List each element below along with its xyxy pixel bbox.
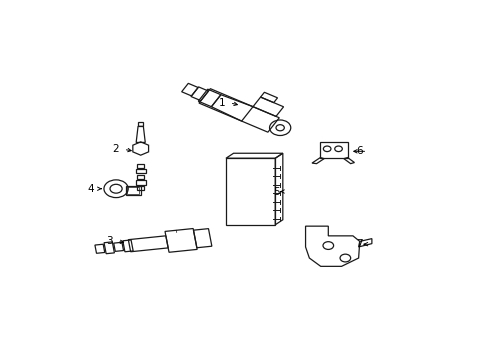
Text: 5: 5 <box>273 186 280 197</box>
Text: 3: 3 <box>106 237 112 246</box>
Text: 2: 2 <box>112 144 119 154</box>
Text: 1: 1 <box>218 98 225 108</box>
Bar <box>320 142 347 158</box>
Bar <box>225 158 275 225</box>
Text: 7: 7 <box>355 239 362 249</box>
Text: 6: 6 <box>355 146 362 156</box>
Text: 4: 4 <box>87 184 94 194</box>
